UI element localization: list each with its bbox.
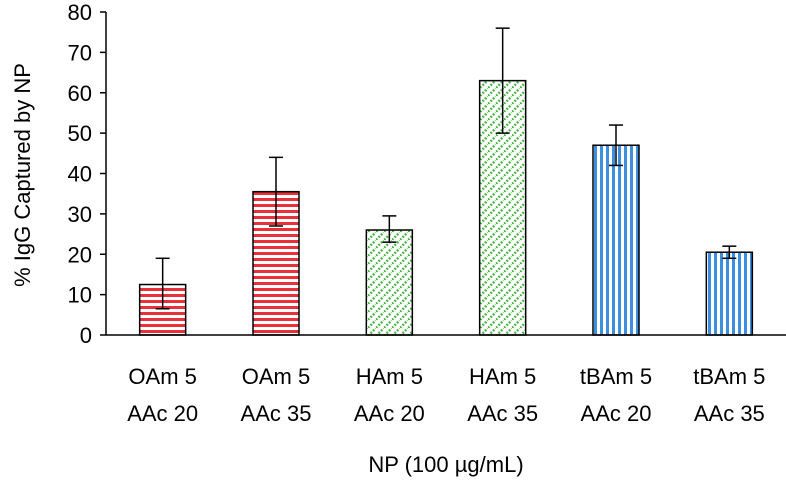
y-tick-label: 0 [80, 323, 92, 348]
y-tick-label: 60 [68, 81, 92, 106]
x-tick-label: AAc 35 [241, 401, 312, 426]
x-tick-label: OAm 5 [242, 364, 310, 389]
x-tick-label: tBAm 5 [580, 364, 652, 389]
x-tick-label: HAm 5 [356, 364, 423, 389]
y-tick-label: 30 [68, 202, 92, 227]
y-tick-label: 80 [68, 0, 92, 25]
x-tick-label: HAm 5 [469, 364, 536, 389]
x-axis: OAm 5 AAc 20 OAm 5 AAc 35 HAm 5 AAc 20 HAm 5 AA… [106, 334, 786, 426]
bar [592, 144, 640, 336]
x-tick-label: AAc 20 [127, 401, 198, 426]
bars [138, 79, 754, 336]
x-tick-label: AAc 20 [354, 401, 425, 426]
y-tick-label: 10 [68, 283, 92, 308]
y-axis-title: % IgG Captured by NP [10, 63, 35, 287]
y-tick-label: 20 [68, 242, 92, 267]
x-tick-label: OAm 5 [128, 364, 196, 389]
x-tick-label: AAc 35 [467, 401, 538, 426]
y-tick-label: 50 [68, 121, 92, 146]
bar [365, 229, 414, 336]
bar [705, 251, 754, 336]
y-tick-label: 40 [68, 162, 92, 187]
x-axis-title: NP (100 µg/mL) [368, 452, 523, 477]
error-bars [155, 27, 737, 310]
x-tick-label: tBAm 5 [693, 364, 765, 389]
x-tick-label: AAc 35 [694, 401, 765, 426]
y-axis: 0 10 20 30 40 50 60 70 80 [68, 0, 107, 348]
y-tick-label: 70 [68, 40, 92, 65]
x-tick-label: AAc 20 [581, 401, 652, 426]
